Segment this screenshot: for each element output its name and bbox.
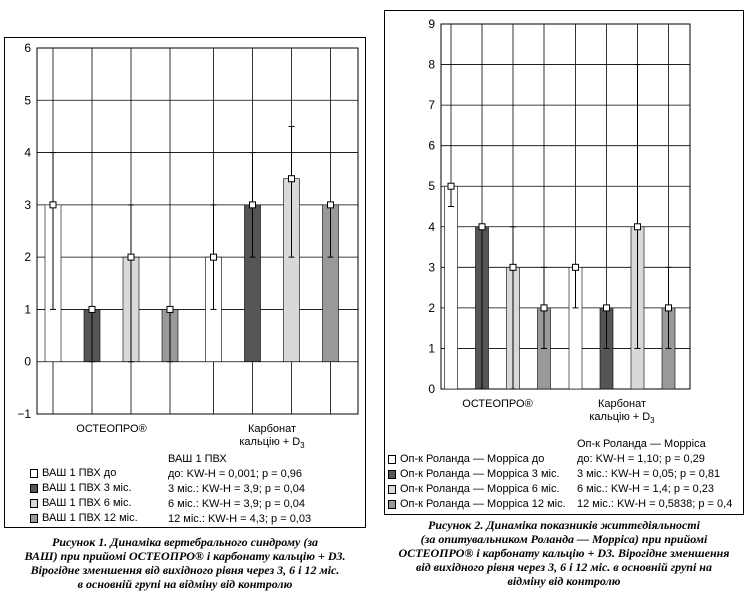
legend-label: ВАШ 1 ПВХ 12 міс. <box>42 512 138 524</box>
chart-1-legend: ВАШ 1 ПВХ до ВАШ 1 ПВХ 3 міс. ВАШ 1 ПВХ 6 … <box>30 466 138 526</box>
legend-label: ВАШ 1 ПВХ до <box>42 467 117 479</box>
caption-line: (за опитувальником Роланда — Морріса) пр… <box>420 532 708 546</box>
y-tick-label: 5 <box>428 179 435 193</box>
y-tick-label: 6 <box>24 41 31 55</box>
median-marker <box>327 201 334 209</box>
y-tick-label: 7 <box>428 98 435 112</box>
legend-swatch <box>388 500 396 509</box>
bar <box>444 185 458 390</box>
legend-swatch <box>30 484 38 493</box>
legend-swatch <box>388 455 396 464</box>
chart-2-stats-title: Оп-к Роланда — Морріса <box>577 438 706 450</box>
legend-label: Оп-к Роланда — Морріса 6 міс. <box>400 483 560 495</box>
median-marker <box>288 175 295 183</box>
legend-swatch <box>30 469 38 478</box>
y-tick-label: 1 <box>24 302 31 316</box>
y-tick-label: 4 <box>428 220 435 234</box>
y-tick-label: 1 <box>428 341 435 355</box>
figure-1-caption: Рисунок 1. Динаміка вертебрального синдр… <box>4 535 366 591</box>
chart-1-stats-line: 6 міс.: KW-H = 3,9; p = 0,04 <box>168 498 305 510</box>
median-marker <box>166 305 174 313</box>
legend-label: Оп-к Роланда — Морріса 3 міс. <box>400 468 560 480</box>
plot-area <box>36 47 359 415</box>
legend-item: ВАШ 1 ПВХ до <box>30 466 138 481</box>
caption-line: Вірогідне зменшення від вихідного рівня … <box>30 563 340 577</box>
chart-2-stats-line: до: KW-H = 1,10; p = 0,29 <box>577 453 705 465</box>
median-marker <box>634 223 641 231</box>
caption-line: Рисунок 1. Динаміка вертебрального синдр… <box>51 535 319 549</box>
y-tick-label: 2 <box>428 301 435 315</box>
median-marker <box>49 201 57 209</box>
caption-line: відміну від контролю <box>507 574 621 588</box>
caption-line: в основній групі на відміну від контролю <box>77 577 293 591</box>
legend-item: ВАШ 1 ПВХ 3 міс. <box>30 481 138 496</box>
chart-1-stats-line: 3 міс.: KW-H = 3,9; p = 0,04 <box>168 483 305 495</box>
legend-label: ВАШ 1 ПВХ 6 міс. <box>42 497 132 509</box>
legend-item: Оп-к Роланда — Морріса 3 міс. <box>388 467 566 482</box>
legend-swatch <box>30 514 38 523</box>
y-tick-label: 2 <box>24 250 31 264</box>
median-marker <box>572 263 579 271</box>
median-marker <box>665 304 672 312</box>
y-tick-label: 5 <box>24 93 31 107</box>
figure-2-frame <box>384 10 744 515</box>
y-tick-label: 0 <box>428 382 435 396</box>
y-tick-label: 0 <box>24 355 31 369</box>
median-marker <box>478 223 486 231</box>
median-marker <box>88 305 96 313</box>
legend-swatch <box>388 470 396 479</box>
x-category-label: кальцію + D3 <box>239 436 305 450</box>
median-marker <box>603 304 610 312</box>
legend-label: ВАШ 1 ПВХ 3 міс. <box>42 482 132 494</box>
legend-item: Оп-к Роланда — Морріса 6 міс. <box>388 482 566 497</box>
y-tick-label: 4 <box>24 146 31 160</box>
legend-label: Оп-к Роланда — Морріса до <box>400 453 545 465</box>
median-marker <box>127 253 135 261</box>
plot-area <box>440 23 691 390</box>
chart-2-stats: Оп-к Роланда — Морріса до: KW-H = 1,10; … <box>577 437 732 512</box>
median-marker <box>249 201 256 209</box>
caption-line: ОСТЕОПРО® і карбонату кальцію + D3. Віро… <box>398 546 730 560</box>
caption-line: Рисунок 2. Динаміка показників життєдіял… <box>428 518 700 532</box>
y-tick-label: −1 <box>17 407 31 421</box>
legend-swatch <box>388 485 396 494</box>
figure-2-caption: Рисунок 2. Динаміка показників життєдіял… <box>384 518 744 588</box>
chart-1-stats-title: ВАШ 1 ПВХ <box>168 453 227 465</box>
y-tick-label: 3 <box>428 260 435 274</box>
x-category-label: Карбонат <box>248 423 296 435</box>
x-category-label: ОСТЕОПРО® <box>76 423 146 435</box>
caption-line: ВАШ) при прийомі ОСТЕОПРО® і карбонату к… <box>24 549 346 563</box>
x-category-label: Карбонат <box>598 398 646 410</box>
legend-swatch <box>30 499 38 508</box>
median-marker <box>210 253 217 261</box>
y-tick-label: 8 <box>428 58 435 72</box>
median-marker <box>540 304 548 312</box>
y-tick-label: 9 <box>428 17 435 31</box>
x-category-label: ОСТЕОПРО® <box>462 398 532 410</box>
median-marker <box>509 263 517 271</box>
median-marker <box>447 182 455 190</box>
legend-item: Оп-к Роланда — Морріса 12 міс. <box>388 497 566 512</box>
caption-line: від вихідного рівня через 3, 6 і 12 міс.… <box>416 560 712 574</box>
chart-2-stats-line: 6 міс.: KW-H = 1,4; p = 0,23 <box>577 483 714 495</box>
x-category-label: кальцію + D3 <box>589 411 655 425</box>
chart-2-stats-line: 12 міс.: KW-H = 0,5838; p = 0,4 <box>577 498 733 510</box>
figure-1-frame <box>4 37 366 528</box>
chart-1-stats-line: до: KW-H = 0,001; p = 0,96 <box>168 468 303 480</box>
legend-item: ВАШ 1 ПВХ 12 міс. <box>30 511 138 526</box>
chart-1-stats: ВАШ 1 ПВХ до: KW-H = 0,001; p = 0,96 3 м… <box>168 452 311 527</box>
chart-2-stats-line: 3 міс.: KW-H = 0,05; p = 0,81 <box>577 468 721 480</box>
chart-1-stats-line: 12 міс.: KW-H = 4,3; p = 0,03 <box>168 513 312 525</box>
legend-item: ВАШ 1 ПВХ 6 міс. <box>30 496 138 511</box>
chart-2-legend: Оп-к Роланда — Морріса до Оп-к Роланда — … <box>388 452 566 512</box>
legend-item: Оп-к Роланда — Морріса до <box>388 452 566 467</box>
y-tick-label: 3 <box>24 198 31 212</box>
legend-label: Оп-к Роланда — Морріса 12 міс. <box>400 498 566 510</box>
y-tick-label: 6 <box>428 139 435 153</box>
